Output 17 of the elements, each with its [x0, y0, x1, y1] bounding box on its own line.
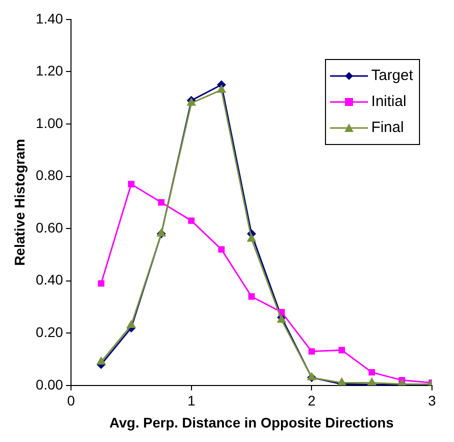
legend-label: Target — [371, 66, 413, 86]
y-tick-label: 0.40 — [36, 272, 64, 288]
y-tick-label: 1.40 — [36, 10, 64, 26]
y-tick-label: 0.60 — [36, 219, 64, 236]
x-axis-title: Avg. Perp. Distance in Opposite Directions — [109, 414, 394, 430]
y-tick-label: 0.00 — [36, 376, 64, 392]
y-tick-label: 0.20 — [36, 324, 64, 340]
legend-label: Final — [371, 118, 404, 138]
x-tick-label: 3 — [428, 392, 436, 409]
y-axis-title: Relative Histogram — [11, 138, 28, 266]
y-tick-label: 1.20 — [36, 62, 64, 79]
y-tick-label: 1.00 — [36, 114, 64, 131]
legend-label: Initial — [371, 92, 406, 112]
x-tick-label: 2 — [308, 392, 316, 409]
y-tick-label: 0.80 — [36, 167, 64, 184]
x-tick-label: 1 — [187, 392, 196, 409]
x-tick-label: 0 — [67, 392, 76, 409]
